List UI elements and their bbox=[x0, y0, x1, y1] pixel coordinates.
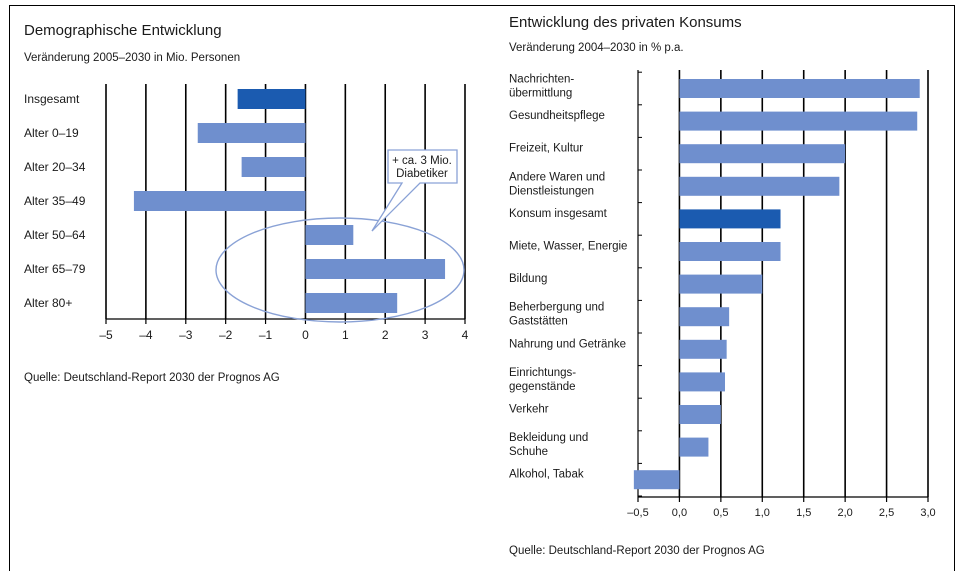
demo-tick-label: –5 bbox=[99, 328, 113, 342]
demo-tick-label: 4 bbox=[462, 328, 469, 342]
konsum-tick-label: 2,0 bbox=[837, 507, 852, 519]
konsum-category-label: Beherbergung und bbox=[509, 302, 604, 314]
demo-category-label: Insgesamt bbox=[24, 92, 80, 106]
konsum-tick-label: 1,5 bbox=[796, 507, 811, 519]
demo-category-label: Alter 65–79 bbox=[24, 262, 86, 276]
konsum-category-label: Verkehr bbox=[509, 404, 549, 416]
konsum-tick-label: 2,5 bbox=[879, 507, 894, 519]
demo-category-label: Alter 50–64 bbox=[24, 228, 86, 242]
konsum-category-label: Miete, Wasser, Energie bbox=[509, 241, 627, 253]
konsum-category-label: Andere Waren und bbox=[509, 171, 605, 183]
demo-tick-label: –3 bbox=[179, 328, 193, 342]
demo-bar bbox=[305, 225, 354, 245]
konsum-chart-source: Quelle: Deutschland-Report 2030 der Prog… bbox=[509, 545, 765, 557]
konsum-tick-label: 1,0 bbox=[755, 507, 770, 519]
demo-highlight-ellipse bbox=[215, 217, 465, 323]
konsum-bar bbox=[679, 144, 846, 164]
konsum-chart-title: Entwicklung des privaten Konsums bbox=[509, 14, 742, 31]
konsum-category-label: Dienstleistungen bbox=[509, 185, 594, 197]
demo-tick-label: 3 bbox=[422, 328, 429, 342]
demo-category-label: Alter 35–49 bbox=[24, 194, 86, 208]
konsum-bar bbox=[679, 372, 725, 392]
konsum-bar bbox=[679, 437, 709, 457]
demo-category-label: Alter 20–34 bbox=[24, 160, 86, 174]
konsum-chart-subtitle: Veränderung 2004–2030 in % p.a. bbox=[509, 42, 684, 54]
demo-callout-box bbox=[371, 149, 458, 232]
konsum-bar bbox=[633, 470, 680, 490]
demo-tick-label: –2 bbox=[219, 328, 233, 342]
konsum-category-label: Bildung bbox=[509, 273, 547, 285]
konsum-bar bbox=[679, 242, 781, 261]
konsum-category-label: Gaststätten bbox=[509, 316, 568, 328]
demo-tick-label: –4 bbox=[139, 328, 153, 342]
konsum-bar bbox=[679, 111, 918, 131]
konsum-tick-label: 0,5 bbox=[713, 507, 728, 519]
demo-category-label: Alter 80+ bbox=[24, 296, 72, 310]
demo-tick-label: 0 bbox=[302, 328, 309, 342]
figure-frame bbox=[9, 5, 955, 571]
konsum-tick-label: –0,5 bbox=[627, 507, 648, 519]
konsum-bar bbox=[679, 176, 840, 196]
konsum-bar bbox=[679, 209, 781, 229]
demo-chart-source: Quelle: Deutschland-Report 2030 der Prog… bbox=[24, 372, 280, 384]
demo-bar bbox=[237, 89, 306, 109]
demo-category-label: Alter 0–19 bbox=[24, 126, 79, 140]
konsum-category-label: Freizeit, Kultur bbox=[509, 143, 583, 155]
demo-annotation-text: + ca. 3 Mio. bbox=[392, 155, 452, 167]
konsum-bar bbox=[679, 339, 727, 359]
konsum-bar bbox=[679, 307, 730, 327]
demo-bar bbox=[133, 191, 306, 211]
konsum-bar bbox=[679, 405, 721, 424]
konsum-category-label: Einrichtungs- bbox=[509, 367, 576, 379]
demo-annotation-text: Diabetiker bbox=[396, 168, 448, 180]
demo-bar bbox=[241, 157, 306, 177]
konsum-category-label: Schuhe bbox=[509, 446, 548, 458]
konsum-category-label: Konsum insgesamt bbox=[509, 208, 608, 220]
demo-tick-label: 2 bbox=[382, 328, 389, 342]
demo-chart-plot: –5 –4 –3 –2 –1 0 1 2 3 4 Insgesamt Alter 0–19 Alter … bbox=[24, 84, 469, 342]
konsum-category-label: Gesundheitspflege bbox=[509, 110, 605, 122]
konsum-category-label: Nachrichten- bbox=[509, 74, 574, 86]
konsum-category-label: übermittlung bbox=[509, 88, 572, 100]
konsum-category-label: Nahrung und Getränke bbox=[509, 338, 626, 350]
konsum-category-label: Alkohol, Tabak bbox=[509, 469, 584, 481]
demo-annotation-callout: + ca. 3 Mio.Diabetiker bbox=[371, 149, 458, 232]
konsum-category-label: gegenstände bbox=[509, 381, 576, 393]
konsum-tick-label: 3,0 bbox=[920, 507, 935, 519]
demo-bar bbox=[305, 293, 398, 313]
konsum-category-label: Bekleidung und bbox=[509, 432, 588, 444]
konsum-bar bbox=[679, 274, 763, 294]
demo-bar bbox=[197, 123, 306, 143]
konsum-bar bbox=[679, 79, 920, 98]
demo-chart-title: Demographische Entwicklung bbox=[24, 22, 222, 39]
demo-bar bbox=[305, 259, 446, 279]
konsum-tick-label: 0,0 bbox=[672, 507, 687, 519]
demo-tick-label: –1 bbox=[259, 328, 273, 342]
demo-chart-subtitle: Veränderung 2005–2030 in Mio. Personen bbox=[24, 52, 241, 64]
demo-tick-label: 1 bbox=[342, 328, 349, 342]
